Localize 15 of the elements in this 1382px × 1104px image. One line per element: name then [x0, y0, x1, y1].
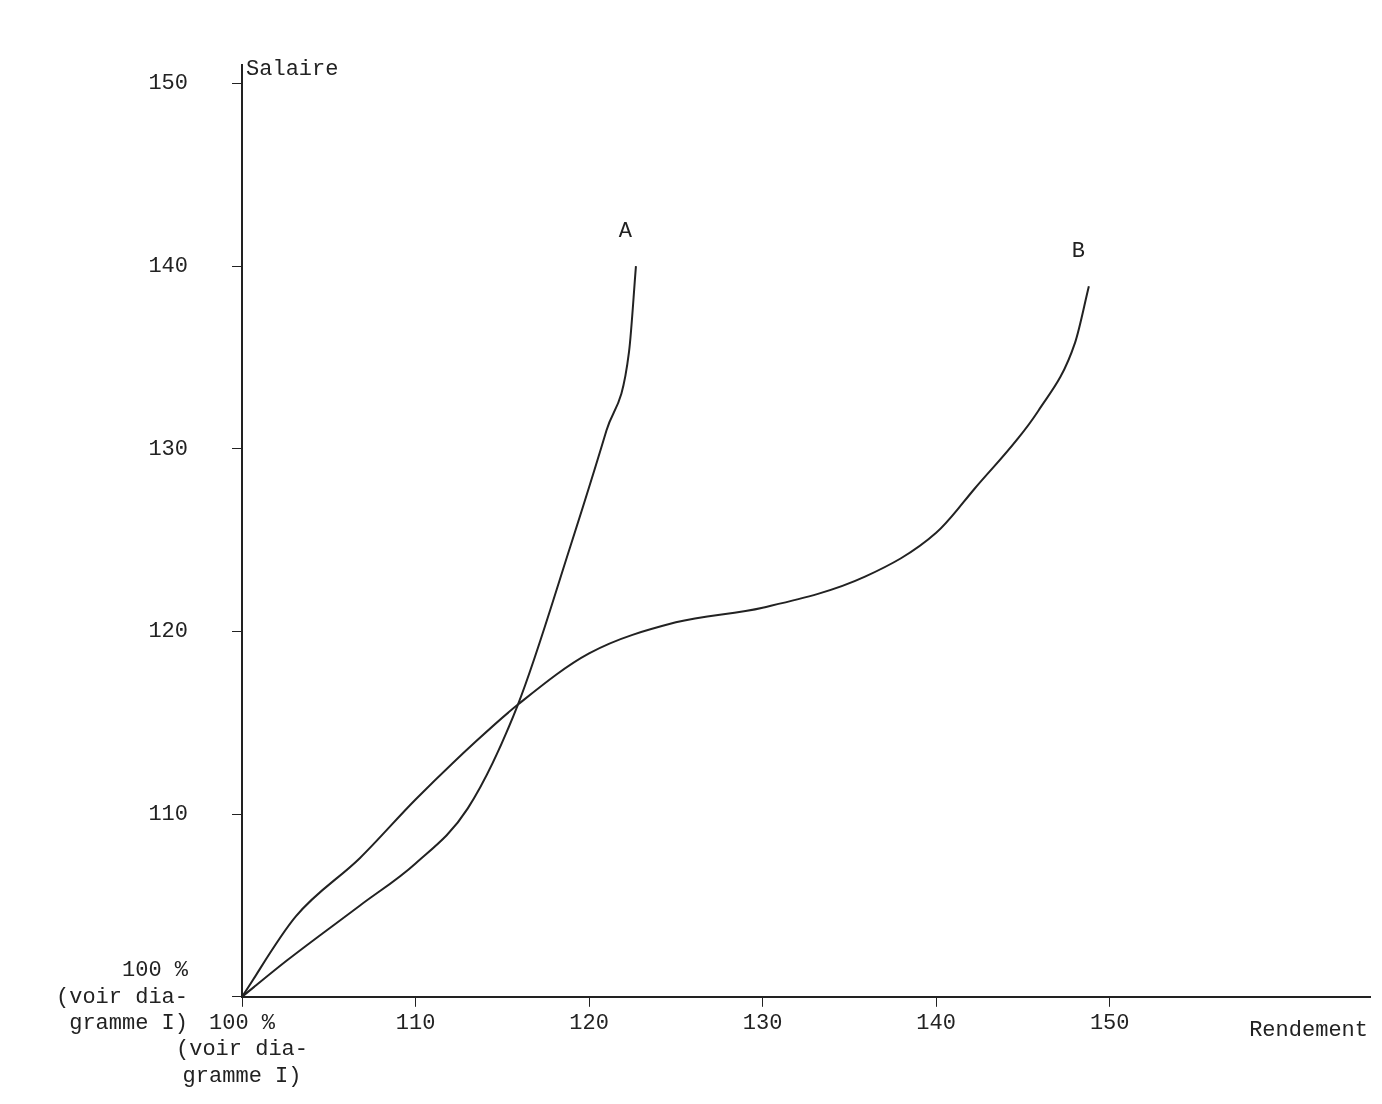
series-label: A: [618, 218, 633, 244]
x-tick-label: 120: [569, 1010, 609, 1036]
y-tick-label: 140: [148, 253, 189, 279]
y-tick-label: 150: [148, 71, 189, 97]
x-tick-label: 130: [742, 1010, 783, 1036]
x-tick-label: 110: [395, 1010, 436, 1036]
y-tick-label: 100 % (voir dia- gramme I): [55, 958, 189, 1037]
x-axis-title: Rendement: [1249, 1017, 1368, 1043]
x-tick-label: 150: [1089, 1010, 1130, 1036]
y-tick-label: 120: [148, 619, 189, 645]
series-label: B: [1071, 239, 1085, 265]
y-tick-label: 110: [148, 801, 189, 827]
x-tick-label: 140: [916, 1010, 956, 1036]
y-tick-label: 130: [148, 436, 189, 462]
y-axis-title: Salaire: [246, 57, 339, 83]
